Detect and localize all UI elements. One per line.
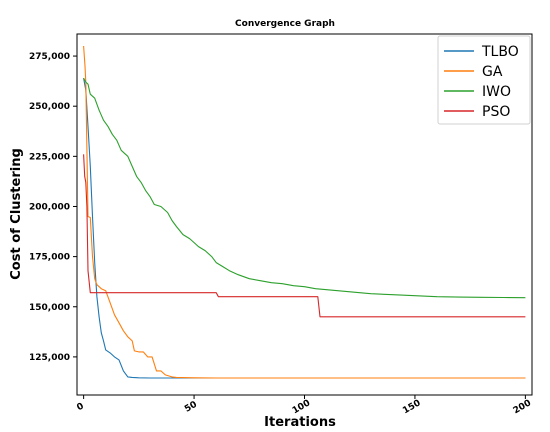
series-line-pso (83, 154, 526, 318)
y-tick-label: 150,000 (29, 303, 70, 313)
legend-label-iwo: IWO (482, 84, 511, 100)
legend: TLBO GA IWO PSO (437, 35, 531, 125)
y-axis-label: Cost of Clustering (9, 148, 24, 280)
y-tick-label: 275,000 (29, 52, 70, 62)
y-tick-label: 125,000 (29, 353, 70, 363)
x-tick-label: 200 (512, 398, 533, 416)
y-tick-label: 250,000 (29, 102, 70, 112)
x-axis-label: Iterations (264, 415, 336, 430)
legend-label-tlbo: TLBO (481, 44, 519, 60)
x-tick-label: 50 (183, 400, 199, 415)
y-tick-label: 225,000 (29, 152, 70, 162)
x-axis-ticks: 0 50 100 150 200 (75, 395, 533, 416)
chart-title: Convergence Graph (235, 19, 335, 29)
x-tick-label: 0 (75, 401, 85, 413)
legend-label-pso: PSO (482, 104, 510, 120)
y-tick-label: 200,000 (29, 202, 70, 212)
series-line-iwo (83, 77, 526, 299)
series-line-ga (83, 45, 526, 379)
y-tick-label: 175,000 (29, 253, 70, 263)
y-axis-ticks: 125,000 150,000 175,000 200,000 225,000 250,0… (29, 52, 77, 363)
series-layer (83, 45, 526, 379)
legend-label-ga: GA (482, 64, 503, 80)
x-tick-label: 150 (401, 398, 422, 416)
x-tick-label: 100 (291, 398, 312, 416)
legend-box (437, 35, 531, 125)
